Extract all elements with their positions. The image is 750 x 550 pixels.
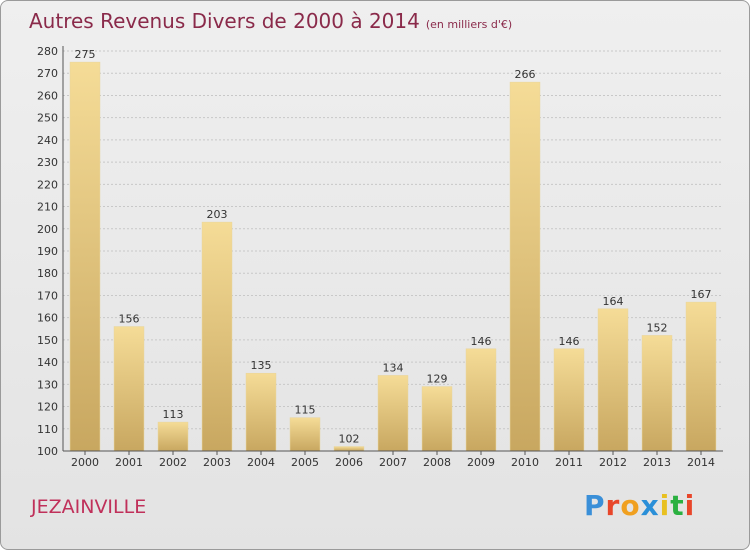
- x-tick-label: 2000: [71, 456, 99, 469]
- y-tick-label: 180: [37, 267, 58, 280]
- x-tick-label: 2010: [511, 456, 539, 469]
- logo-letter: P: [584, 489, 606, 522]
- bar: [201, 221, 233, 452]
- x-tick-label: 2007: [379, 456, 407, 469]
- x-tick-label: 2004: [247, 456, 275, 469]
- x-tick-label: 2002: [159, 456, 187, 469]
- y-tick-label: 170: [37, 289, 58, 302]
- data-label: 102: [339, 433, 360, 446]
- data-label: 113: [163, 408, 184, 421]
- y-tick-label: 270: [37, 67, 58, 80]
- x-tick-label: 2012: [599, 456, 627, 469]
- y-tick-label: 150: [37, 334, 58, 347]
- bar: [113, 326, 145, 452]
- y-tick-label: 160: [37, 312, 58, 325]
- logo-letter: o: [620, 489, 641, 522]
- y-tick-label: 130: [37, 378, 58, 391]
- x-tick-label: 2013: [643, 456, 671, 469]
- x-tick-label: 2006: [335, 456, 363, 469]
- bar: [333, 446, 365, 452]
- x-tick-label: 2011: [555, 456, 583, 469]
- logo-letter: x: [640, 489, 660, 522]
- x-tick-label: 2005: [291, 456, 319, 469]
- y-tick-label: 260: [37, 89, 58, 102]
- bar: [465, 348, 497, 452]
- town-name: JEZAINVILLE: [31, 496, 147, 518]
- bar: [509, 81, 541, 452]
- y-tick-label: 200: [37, 223, 58, 236]
- bar: [421, 386, 453, 452]
- data-label: 156: [119, 313, 140, 326]
- bar: [685, 301, 717, 452]
- data-label: 266: [515, 68, 536, 81]
- data-label: 203: [207, 208, 228, 221]
- x-tick-label: 2014: [687, 456, 715, 469]
- chart-title-unit: (en milliers d'€): [425, 18, 513, 31]
- x-tick-label: 2003: [203, 456, 231, 469]
- bar: [245, 372, 277, 452]
- bar: [377, 375, 409, 452]
- y-tick-label: 250: [37, 112, 58, 125]
- y-tick-label: 210: [37, 201, 58, 214]
- data-label: 167: [691, 288, 712, 301]
- data-label: 134: [383, 361, 404, 374]
- y-tick-label: 230: [37, 156, 58, 169]
- data-label: 135: [251, 359, 272, 372]
- data-label: 129: [427, 373, 448, 386]
- proxiti-logo: Proxiti: [584, 489, 695, 522]
- chart-title: Autres Revenus Divers de 2000 à 2014 (en …: [29, 9, 512, 33]
- y-tick-label: 280: [37, 45, 58, 58]
- data-label: 164: [603, 295, 624, 308]
- x-tick-label: 2008: [423, 456, 451, 469]
- y-tick-label: 120: [37, 401, 58, 414]
- bar: [69, 61, 101, 452]
- bar: [157, 421, 189, 452]
- data-label: 152: [647, 321, 668, 334]
- bar: [553, 348, 585, 452]
- y-tick-label: 140: [37, 356, 58, 369]
- data-label: 275: [75, 48, 96, 61]
- y-tick-label: 240: [37, 134, 58, 147]
- logo-letter: r: [605, 489, 621, 522]
- y-tick-label: 100: [37, 445, 58, 458]
- logo-letter: i: [684, 489, 696, 522]
- data-label: 115: [295, 404, 316, 417]
- logo-letter: t: [670, 489, 685, 522]
- data-label: 146: [559, 335, 580, 348]
- x-tick-label: 2001: [115, 456, 143, 469]
- x-tick-label: 2009: [467, 456, 495, 469]
- bar: [641, 335, 673, 452]
- bar: [597, 308, 629, 452]
- chart-title-main: Autres Revenus Divers de 2000 à 2014: [29, 9, 420, 33]
- data-label: 146: [471, 335, 492, 348]
- logo-letter: i: [659, 489, 671, 522]
- y-tick-label: 190: [37, 245, 58, 258]
- bar: [289, 417, 321, 452]
- y-tick-label: 110: [37, 423, 58, 436]
- y-tick-label: 220: [37, 178, 58, 191]
